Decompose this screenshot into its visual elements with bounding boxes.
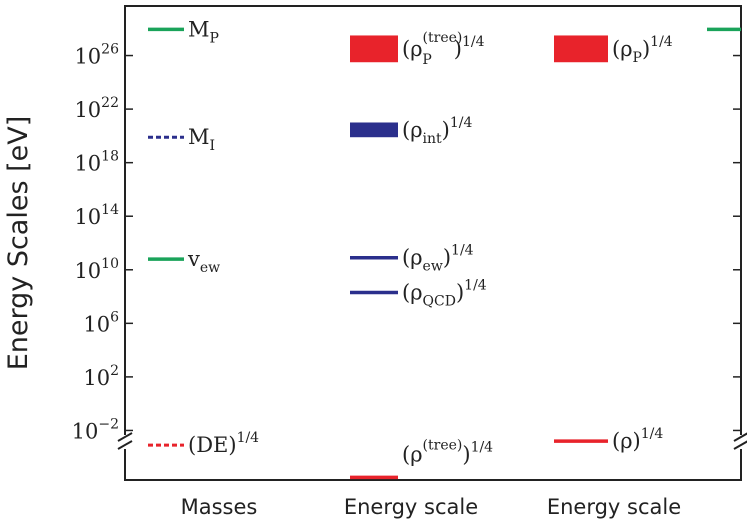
band-mark: [554, 35, 608, 63]
mark-label: (ρ(tree) P)1/4: [402, 30, 485, 68]
axis-break-left: [117, 432, 133, 450]
mark-label: (DE)1/4: [188, 430, 259, 457]
mark-label: (ρQCD)1/4: [402, 278, 487, 310]
mark-label: (ρew)1/4: [402, 243, 474, 275]
mark-label: MP: [188, 17, 219, 46]
category-label: Energy scale: [547, 495, 681, 519]
mark-label: (ρ)1/4: [612, 426, 663, 453]
band-mark: [350, 122, 398, 138]
y-tick-label: 1026: [74, 42, 119, 69]
y-tick-label: 1010: [74, 256, 119, 283]
mark-label: MI: [188, 125, 215, 154]
y-tick-label: 10−2: [72, 416, 119, 443]
axis-break-mask-right: [737, 435, 745, 449]
plot-frame: [124, 5, 742, 481]
y-tick-label: 1014: [74, 202, 119, 229]
category-label: Energy scale: [344, 495, 478, 519]
mark-label: (ρP)1/4: [612, 34, 673, 66]
mark-label: vew: [187, 247, 220, 276]
y-tick-label: 1022: [74, 95, 119, 122]
y-tick-label: 102: [83, 363, 119, 390]
axis-break-mask-left: [121, 435, 129, 449]
axis-break-right: [733, 432, 747, 450]
mark-label: (ρ(tree))1/4: [402, 437, 493, 466]
category-label: Masses: [181, 495, 258, 519]
band-mark: [350, 35, 398, 63]
mark-label: (ρint)1/4: [402, 115, 472, 147]
y-tick-label: 106: [83, 309, 119, 336]
y-tick-label: 1018: [74, 149, 119, 176]
y-axis-label: Energy Scales [eV]: [3, 116, 34, 371]
